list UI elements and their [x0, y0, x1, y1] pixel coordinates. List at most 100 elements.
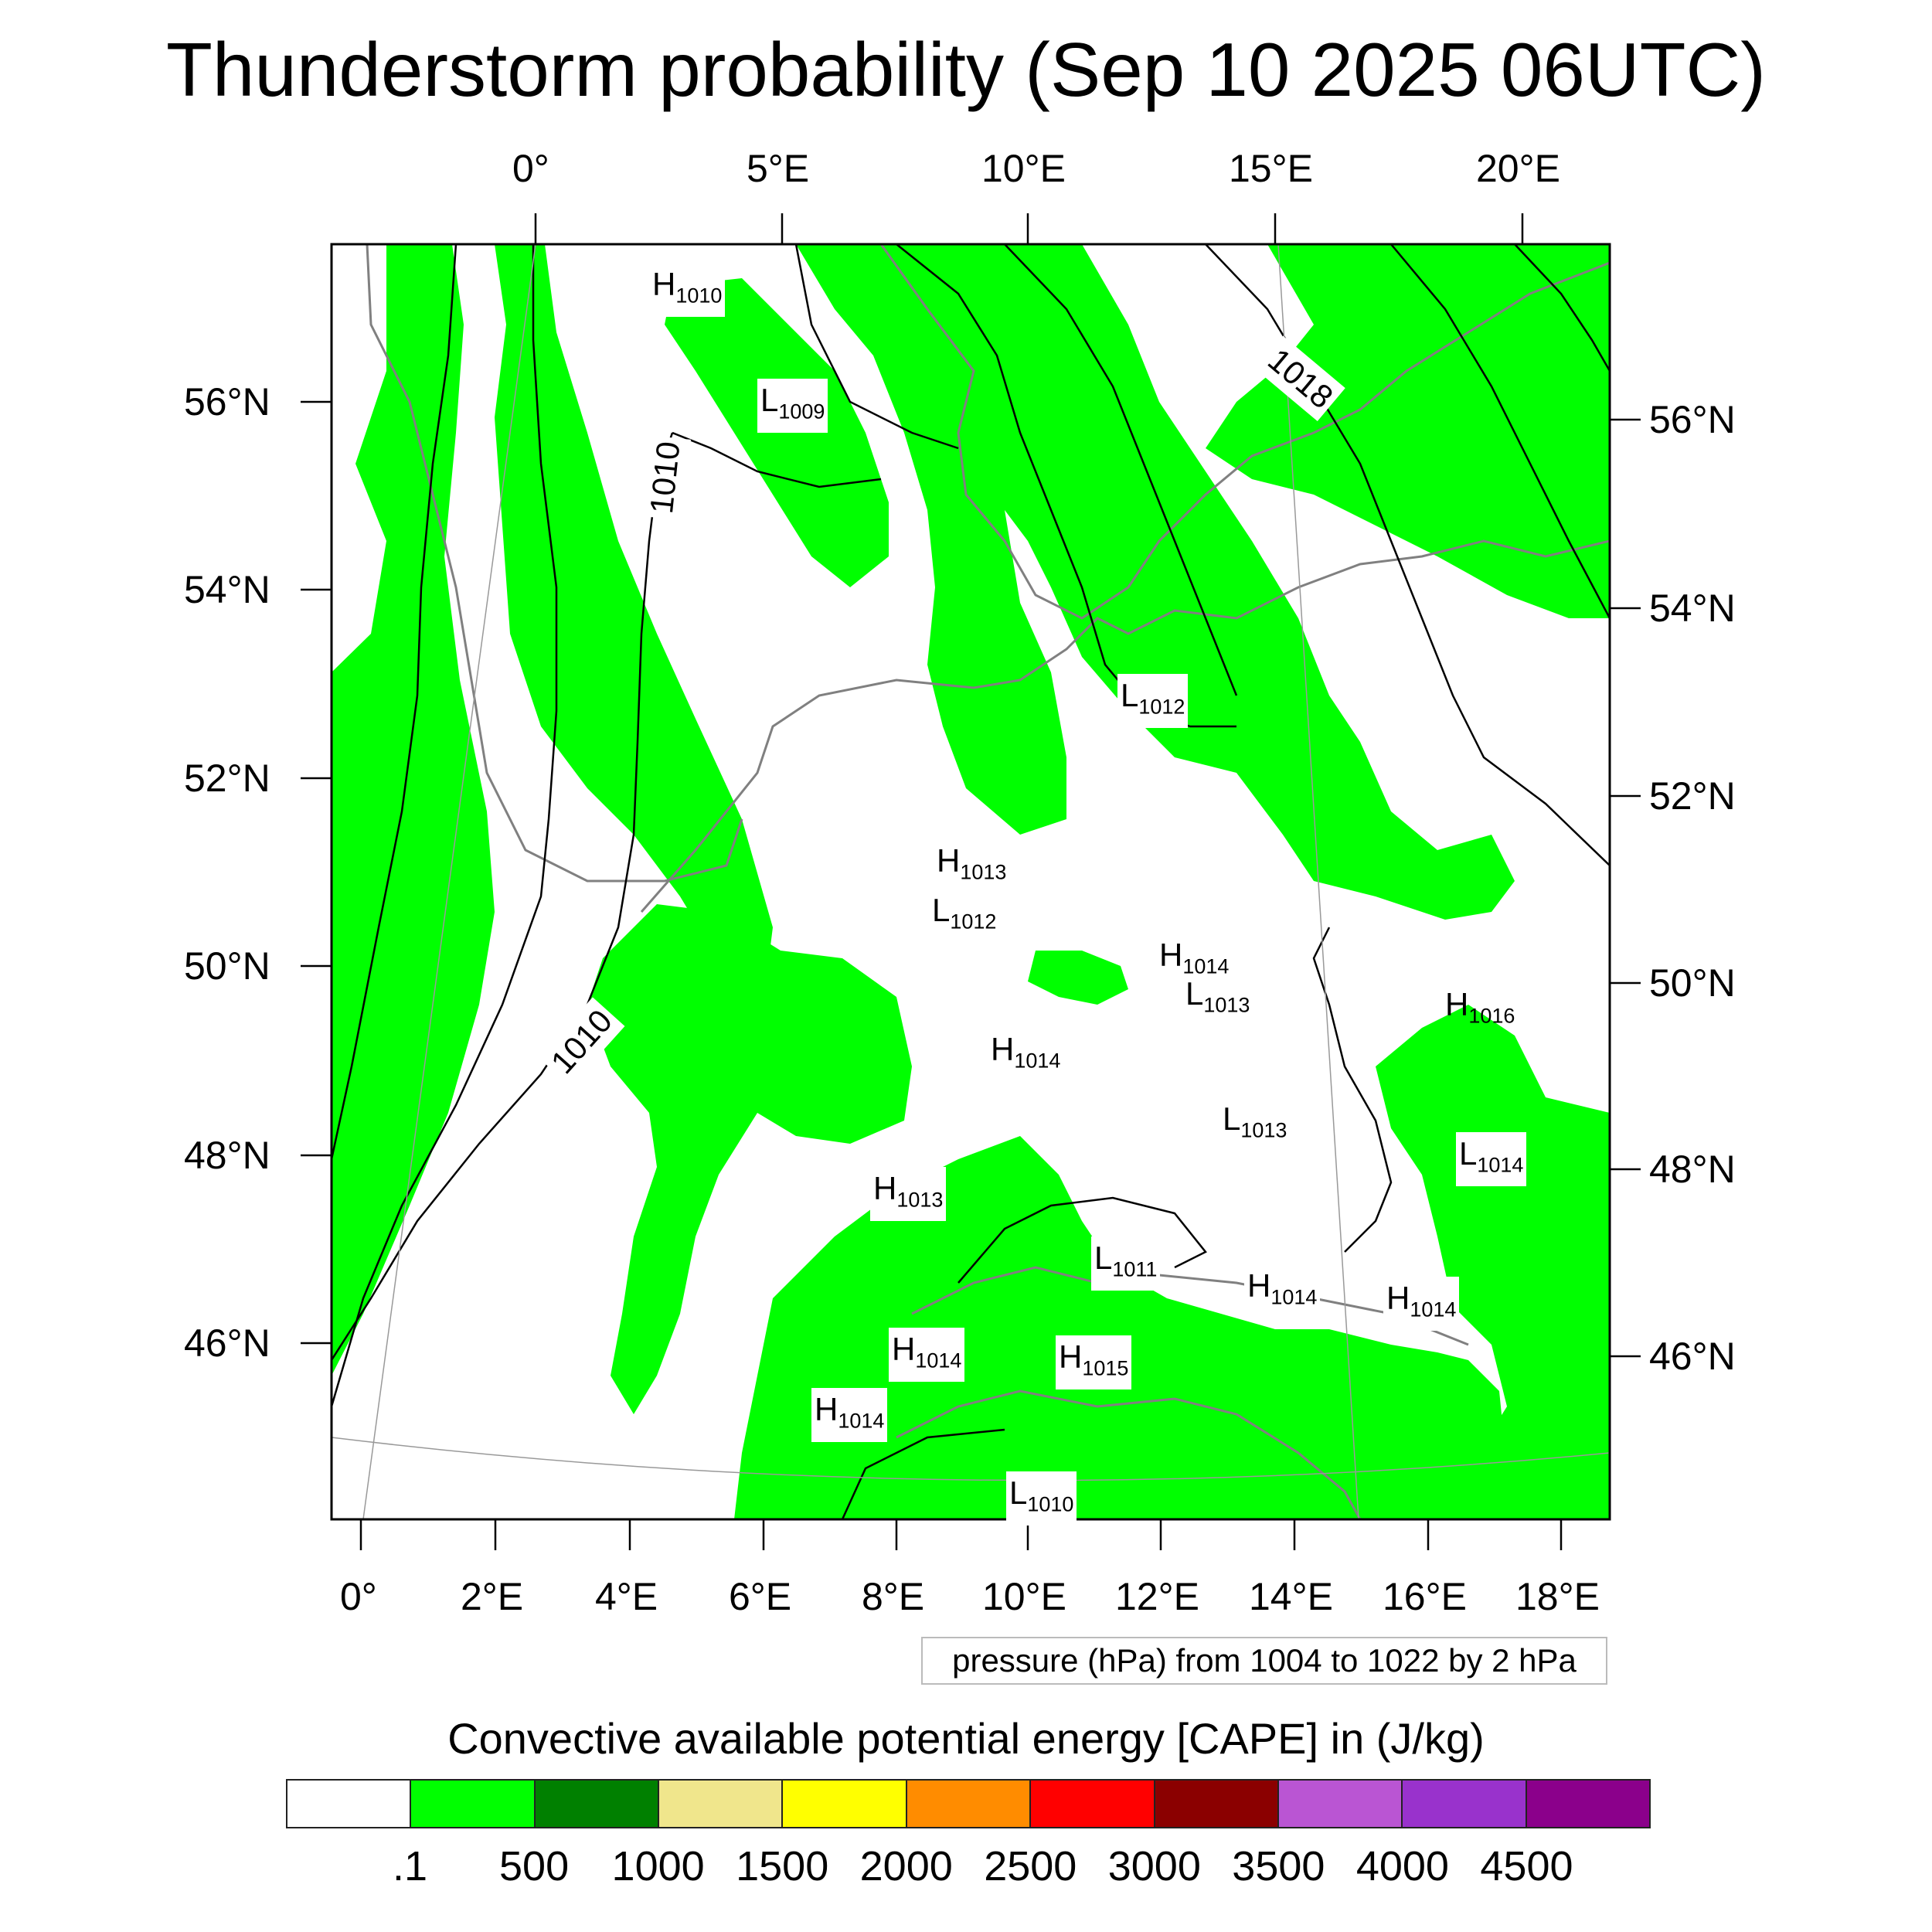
- isobar-11: [1312, 927, 1393, 1253]
- cape-area-west-edge: [332, 873, 394, 1020]
- cape-area-channel: [495, 244, 773, 989]
- pressure-center: L1013: [1223, 1100, 1287, 1142]
- lon-label-bottom-2e: 2°E: [461, 1575, 524, 1618]
- isobar-4: [794, 244, 959, 450]
- coastline-continent: [640, 539, 1610, 913]
- colorbar-swatch: [1278, 1781, 1403, 1827]
- lon-label-top-5e: 5°E: [747, 147, 810, 190]
- pressure-center: H1014: [1159, 937, 1230, 978]
- isobar-2: [332, 244, 558, 1407]
- lon-label-bottom-6e: 6°E: [729, 1575, 792, 1618]
- cape-area-denmark: [796, 244, 1515, 920]
- lon-label-top-20e: 20°E: [1476, 147, 1560, 190]
- pressure-center: L1014: [1456, 1132, 1527, 1187]
- lat-label-right-56n: 56°N: [1649, 398, 1736, 441]
- lon-label-bottom-4e: 4°E: [595, 1575, 658, 1618]
- pressure-center: H1013: [870, 1167, 947, 1222]
- pressure-center: L1013: [1185, 975, 1250, 1017]
- colorbar-swatch: [535, 1781, 660, 1827]
- pressure-center: L1010: [1006, 1471, 1077, 1526]
- lat-label-left-52n: 52°N: [184, 757, 270, 800]
- colorbar-swatch: [1031, 1781, 1155, 1827]
- cape-area-center-small: [1028, 951, 1128, 1005]
- pressure-center: L1009: [757, 379, 828, 434]
- lon-label-top-15e: 15°E: [1229, 147, 1313, 190]
- isobar-9: [1390, 244, 1610, 619]
- lon-label-bottom-16e: 16°E: [1383, 1575, 1467, 1618]
- lat-label-right-52n: 52°N: [1649, 774, 1736, 818]
- colorbar-swatch: [783, 1781, 907, 1827]
- lon-label-bottom-8e: 8°E: [862, 1575, 925, 1618]
- coastline-adriatic: [896, 1389, 1362, 1519]
- colorbar-tick-label: 2500: [984, 1843, 1077, 1889]
- isobar-alps: [957, 1196, 1207, 1284]
- colorbar-tick-label: .1: [393, 1843, 428, 1889]
- colorbar-tick-label: 1500: [736, 1843, 829, 1889]
- parallel-45n: [332, 1437, 1610, 1481]
- cape-area-alps: [734, 1136, 1507, 1519]
- lon-label-bottom-18e: 18°E: [1515, 1575, 1600, 1618]
- meridian-0: [362, 244, 536, 1519]
- pressure-legend: pressure (hPa) from 1004 to 1022 by 2 hP…: [921, 1637, 1607, 1685]
- colorbar-tick-label: 4500: [1480, 1843, 1573, 1889]
- cape-area-southeast: [1376, 1005, 1610, 1519]
- pressure-center: H1014: [1383, 1277, 1460, 1332]
- colorbar: [286, 1779, 1651, 1828]
- lat-label-right-46n: 46°N: [1649, 1335, 1736, 1378]
- coastline-scandinavia: [879, 244, 1610, 620]
- pressure-center: H1010: [649, 263, 726, 318]
- lon-label-bottom-14e: 14°E: [1249, 1575, 1333, 1618]
- colorbar-swatch: [411, 1781, 536, 1827]
- isobar-10: [1514, 244, 1610, 372]
- lat-label-left-56n: 56°N: [184, 380, 270, 423]
- colorbar-swatch: [1155, 1781, 1279, 1827]
- lon-label-bottom-10e: 10°E: [982, 1575, 1066, 1618]
- coastline-britain: [366, 244, 743, 883]
- pressure-center: H1015: [1056, 1335, 1132, 1390]
- lon-label-top-10e: 10°E: [981, 147, 1066, 190]
- map-frame: [330, 243, 1611, 1521]
- colorbar-tick-label: 3500: [1232, 1843, 1325, 1889]
- colorbar-swatch: [1403, 1781, 1527, 1827]
- cape-area-west: [332, 244, 495, 1376]
- graticule: [332, 244, 1610, 1519]
- pressure-center: L1011: [1091, 1236, 1161, 1291]
- isobar-1: [332, 244, 457, 1160]
- colorbar-tick-label: 2000: [859, 1843, 953, 1889]
- tick-marks: [301, 213, 1641, 1550]
- lon-label-bottom-12e: 12°E: [1115, 1575, 1199, 1618]
- pressure-center: H1014: [889, 1328, 965, 1383]
- isobar-5: [672, 431, 882, 488]
- colorbar-title: Convective available potential energy [C…: [447, 1714, 1485, 1763]
- colorbar-tick-label: 1000: [611, 1843, 705, 1889]
- colorbar-tick-label: 4000: [1355, 1843, 1449, 1889]
- lat-label-left-54n: 54°N: [184, 568, 270, 611]
- isobar-3: [332, 432, 674, 1361]
- lat-label-right-50n: 50°N: [1649, 961, 1736, 1005]
- lon-label-top-0: 0°: [512, 147, 549, 190]
- cape-area-baltic: [1206, 244, 1610, 618]
- pressure-center: H1014: [991, 1031, 1061, 1073]
- lat-label-left-48n: 48°N: [184, 1134, 270, 1177]
- lat-label-right-48n: 48°N: [1649, 1148, 1736, 1191]
- colorbar-tick-label: 3000: [1107, 1843, 1201, 1889]
- colorbar-swatch: [287, 1781, 412, 1827]
- isobar-south: [841, 1428, 1005, 1519]
- colorbar-swatch: [1526, 1781, 1649, 1827]
- cape-field: [332, 244, 1610, 1519]
- pressure-center: H1014: [811, 1388, 888, 1443]
- lon-label-bottom-0: 0°: [340, 1575, 377, 1618]
- colorbar-swatch: [906, 1781, 1032, 1827]
- cape-area-france: [587, 904, 912, 1414]
- chart-title: Thunderstorm probability (Sep 10 2025 06…: [166, 27, 1766, 112]
- isobar-label: 1010: [639, 434, 692, 521]
- pressure-center: L1012: [1117, 674, 1189, 729]
- pressure-center: H1014: [1244, 1264, 1321, 1319]
- colorbar-tick-label: 500: [499, 1843, 570, 1889]
- colorbar-swatch: [659, 1781, 784, 1827]
- isobar-7: [1004, 244, 1238, 696]
- pressure-center: H1013: [937, 842, 1007, 884]
- lat-label-left-50n: 50°N: [184, 944, 270, 988]
- pressure-center: L1012: [932, 892, 997, 934]
